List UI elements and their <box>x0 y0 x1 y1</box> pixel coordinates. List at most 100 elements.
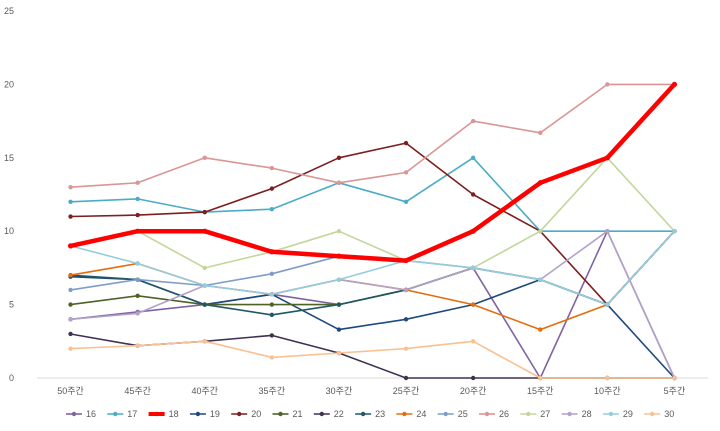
legend-marker <box>608 411 614 417</box>
x-axis-ticks: 50주간 45주간 40주간 35주간 30주간 25주간 20주간 15주간 10주간 5주간 <box>57 386 685 396</box>
series-line-27 <box>70 157 675 269</box>
legend-marker <box>484 411 490 417</box>
data-point <box>538 277 543 282</box>
series-line-28 <box>70 230 676 379</box>
data-point <box>68 331 73 337</box>
legend-marker <box>319 411 324 417</box>
data-point <box>336 350 342 356</box>
legend: 16 17 18 19 20 21 22 23 24 25 26 27 28 29 30 <box>66 409 674 419</box>
legend-label: 16 <box>86 409 96 419</box>
legend-label: 25 <box>458 409 468 419</box>
x-tick-label: 40주간 <box>191 386 218 396</box>
series-line-16 <box>70 230 676 379</box>
data-point <box>269 292 275 297</box>
x-tick-label: 50주간 <box>57 386 84 396</box>
series-line-17 <box>70 157 675 232</box>
legend-marker <box>195 411 201 417</box>
series-26 <box>68 82 677 190</box>
legend-label: 29 <box>623 409 633 419</box>
data-point <box>68 302 73 307</box>
data-point <box>336 277 342 282</box>
legend-marker <box>154 411 159 417</box>
legend-label: 20 <box>251 409 261 419</box>
data-point <box>403 346 409 351</box>
data-point <box>269 206 275 212</box>
data-point <box>202 302 207 307</box>
legend-label: 23 <box>375 409 385 419</box>
data-point <box>336 253 342 259</box>
series-25 <box>68 229 677 307</box>
data-point <box>269 355 275 360</box>
legend-item-19: 19 <box>189 409 220 419</box>
data-point <box>202 265 207 271</box>
legend-item-16: 16 <box>66 409 96 419</box>
plot-area: 0 5 10 15 20 25 50주간 45주간 40주간 35주간 30주간 25주간 20주간 1… <box>4 6 708 396</box>
data-point <box>538 327 543 332</box>
legend-label: 24 <box>416 409 426 419</box>
data-point <box>538 130 543 136</box>
y-axis-ticks: 0 5 10 15 20 25 <box>4 6 14 383</box>
legend-label: 19 <box>210 409 220 419</box>
legend-marker <box>278 411 283 417</box>
data-point <box>269 249 275 255</box>
data-point <box>470 265 476 271</box>
y-tick-label: 5 <box>9 300 14 310</box>
data-point <box>269 302 275 307</box>
legend-label: 27 <box>540 409 550 419</box>
legend-marker <box>360 411 366 417</box>
x-tick-label: 30주간 <box>326 386 353 396</box>
series-19 <box>68 274 677 381</box>
data-point <box>470 155 476 160</box>
legend-item-22: 22 <box>313 409 344 419</box>
legend-marker <box>71 411 77 417</box>
legend-marker <box>526 411 531 417</box>
data-point <box>135 277 140 282</box>
data-point <box>269 271 275 276</box>
data-point <box>605 375 610 381</box>
data-point <box>403 170 409 175</box>
data-point <box>135 180 140 185</box>
legend-marker <box>443 411 448 417</box>
y-tick-label: 20 <box>4 79 14 89</box>
y-tick-label: 15 <box>4 153 14 163</box>
data-point <box>202 283 207 288</box>
data-point <box>336 155 342 160</box>
data-point <box>68 199 73 205</box>
legend-item-29: 29 <box>602 409 633 419</box>
series-18 <box>67 81 678 264</box>
legend-label: 26 <box>499 409 509 419</box>
x-tick-label: 5주간 <box>664 386 686 396</box>
legend-label: 22 <box>334 409 344 419</box>
data-point <box>470 302 476 307</box>
x-tick-label: 20주간 <box>460 386 487 396</box>
data-point <box>336 327 342 332</box>
x-tick-label: 25주간 <box>393 386 420 396</box>
data-point <box>135 343 140 348</box>
data-point <box>605 302 610 307</box>
data-point <box>336 302 342 307</box>
x-tick-label: 15주간 <box>527 386 554 396</box>
data-point <box>403 257 409 264</box>
legend-item-21: 21 <box>272 409 303 419</box>
data-point <box>538 375 543 381</box>
data-point <box>403 199 409 205</box>
series-line-18 <box>70 82 677 263</box>
data-point <box>470 118 476 124</box>
series-22 <box>68 331 677 381</box>
legend-item-27: 27 <box>520 409 550 419</box>
legend-label: 17 <box>127 409 137 419</box>
legend-item-28: 28 <box>561 409 592 419</box>
data-point <box>202 339 207 344</box>
data-point <box>403 317 409 322</box>
series-line-26 <box>70 83 675 188</box>
data-point <box>135 212 140 218</box>
data-point <box>135 228 141 234</box>
data-point <box>672 229 677 234</box>
data-point <box>403 287 409 293</box>
legend-label: 30 <box>664 409 674 419</box>
series-30 <box>68 339 677 381</box>
legend-marker <box>567 411 572 417</box>
legend-marker <box>650 411 655 417</box>
legend-label: 21 <box>293 409 303 419</box>
legend-item-26: 26 <box>479 409 509 419</box>
